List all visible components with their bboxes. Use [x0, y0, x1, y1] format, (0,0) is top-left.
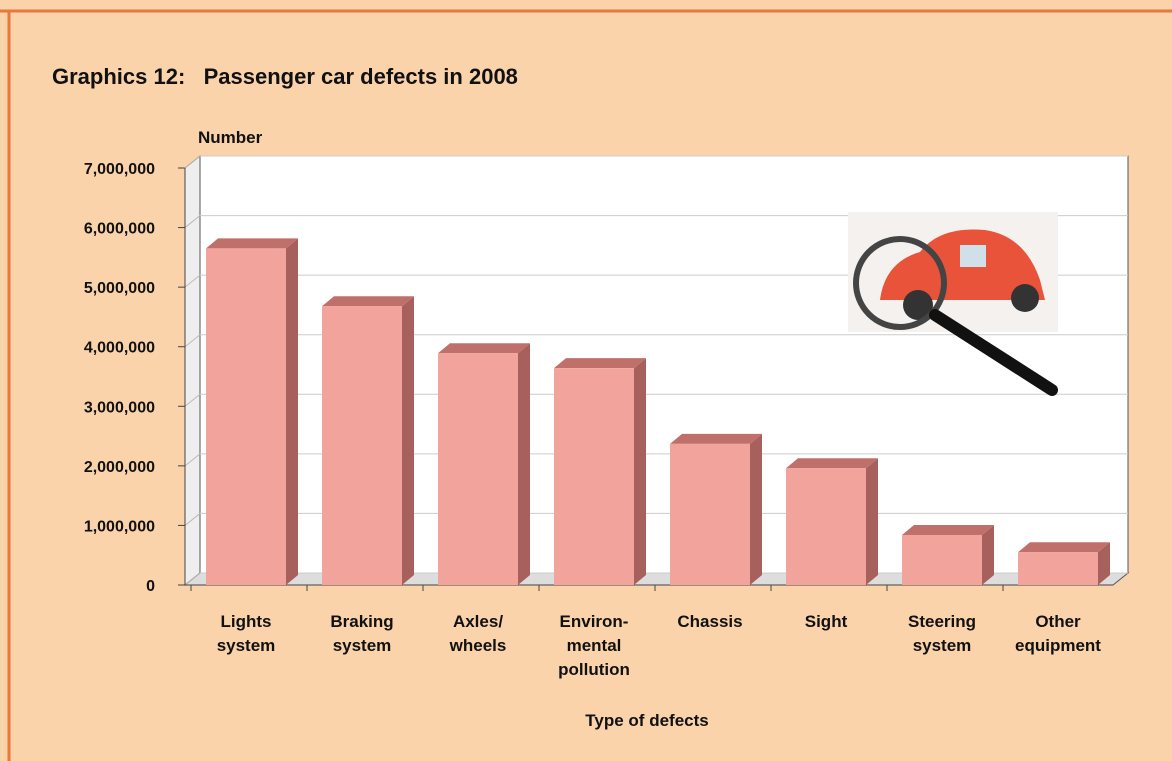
y-tick-label: 7,000,000: [84, 161, 155, 178]
x-tick-label: Other equipment: [1015, 612, 1101, 655]
bar-side: [286, 238, 298, 585]
bar-top: [554, 358, 646, 369]
y-axis-label: Number: [198, 128, 263, 147]
grid-line: [184, 453, 201, 467]
x-tick-label-line: Environ-: [560, 612, 629, 631]
grid-line: [184, 334, 201, 348]
bar-front: [1018, 552, 1098, 585]
bar-side: [402, 296, 414, 585]
bar-top: [1018, 542, 1110, 553]
magnifier-handle: [929, 309, 1058, 396]
x-tick-label-line: Steering: [908, 612, 976, 631]
x-tick-label: Environ-mental pollution: [558, 612, 630, 679]
grid-line: [184, 572, 201, 586]
y-tick-label: 0: [146, 578, 155, 595]
bar: [206, 238, 298, 585]
bar: [670, 433, 762, 585]
x-tick-label-line: system: [217, 636, 276, 655]
x-tick-label-line: system: [913, 636, 972, 655]
bar-side: [634, 358, 646, 585]
x-tick-label-line: Braking: [330, 612, 393, 631]
x-tick-label: Steering system: [908, 612, 976, 655]
bar-front: [902, 534, 982, 585]
x-tick-label-line: system: [333, 636, 392, 655]
bar-top: [902, 524, 994, 535]
magnifier-ring: [853, 236, 947, 330]
x-tick-label-line: pollution: [558, 660, 630, 679]
bar-top: [670, 433, 762, 444]
bar-front: [670, 443, 750, 585]
bar: [1018, 542, 1110, 585]
x-tick-label-line: Axles/: [453, 612, 503, 631]
x-tick-label-line: Lights: [221, 612, 272, 631]
grid-line: [184, 155, 201, 169]
y-tick-label: 5,000,000: [84, 280, 155, 297]
bar: [438, 343, 530, 585]
grid-line: [184, 215, 201, 228]
bar: [554, 358, 646, 585]
x-tick-label-line: Sight: [805, 612, 848, 631]
chart-title: Graphics 12: Passenger car defects in 20…: [52, 64, 518, 89]
y-tick-label: 4,000,000: [84, 340, 155, 357]
car-wheel: [1011, 284, 1039, 312]
car-wheel: [903, 290, 933, 320]
x-tick-label: Lights system: [217, 612, 276, 655]
y-tick-label: 3,000,000: [84, 399, 155, 416]
x-tick-label: Chassis: [677, 612, 742, 631]
car-illustration: [848, 212, 1058, 396]
bar-side: [1098, 542, 1110, 585]
bar: [902, 524, 994, 585]
car-window: [960, 245, 986, 267]
bar-top: [438, 343, 530, 354]
grid-line: [184, 393, 201, 407]
bar-front: [206, 248, 286, 585]
bar: [786, 458, 878, 585]
x-axis-label: Type of defects: [585, 711, 708, 730]
y-tick-label: 2,000,000: [84, 459, 155, 476]
x-tick-label: Sight: [805, 612, 848, 631]
bar-front: [786, 468, 866, 585]
grid-line: [184, 274, 201, 288]
x-tick-label: Braking system: [330, 612, 393, 655]
bar-top: [206, 238, 298, 249]
x-tick-label-line: equipment: [1015, 636, 1101, 655]
bar: [322, 296, 414, 585]
x-tick-label-line: wheels: [449, 636, 507, 655]
bar-side: [982, 524, 994, 585]
x-tick-label-line: Chassis: [677, 612, 742, 631]
y-tick-label: 6,000,000: [84, 221, 155, 238]
bar-top: [322, 296, 414, 307]
bar-front: [322, 306, 402, 585]
y-tick-label: 1,000,000: [84, 518, 155, 535]
side-wall: [184, 154, 201, 587]
grid-line: [184, 513, 201, 526]
x-tick-label-line: Other: [1035, 612, 1081, 631]
bar-side: [750, 433, 762, 585]
bar-side: [866, 458, 878, 585]
bar-front: [554, 368, 634, 585]
bar-top: [786, 458, 878, 469]
x-tick-label-line: mental: [567, 636, 622, 655]
plot-area: 0 1,000,000 2,000,000 3,000,000 4,000,000 5,0…: [84, 154, 1130, 679]
x-tick-label: Axles/wheels: [449, 612, 507, 655]
bar-side: [518, 343, 530, 585]
bar-front: [438, 353, 518, 585]
